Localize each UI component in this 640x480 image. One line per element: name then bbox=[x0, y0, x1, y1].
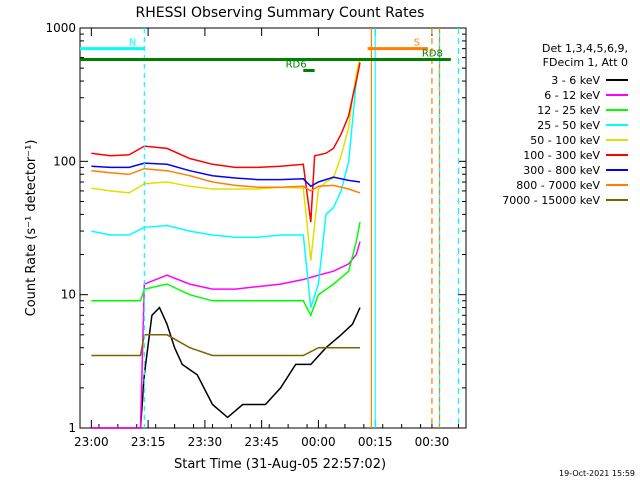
flag-label: S bbox=[414, 38, 420, 49]
series-line bbox=[91, 57, 361, 261]
legend-label: 7000 - 15000 keV bbox=[502, 194, 600, 207]
x-tick-label: 23:45 bbox=[244, 435, 279, 449]
y-tick-label: 10 bbox=[61, 288, 76, 302]
chart-title: RHESSI Observing Summary Count Rates bbox=[136, 5, 425, 21]
y-tick-label: 1 bbox=[68, 421, 76, 435]
legend-label: 300 - 800 keV bbox=[523, 164, 600, 177]
legend-label: 12 - 25 keV bbox=[537, 104, 600, 117]
plot-area: 1 10 100 1000 23:00 23:15 23:30 23:45 00:00 00:15… bbox=[45, 21, 467, 449]
legend-label: 100 - 300 keV bbox=[523, 149, 600, 162]
flag-label: N bbox=[129, 38, 136, 49]
legend-label: 25 - 50 keV bbox=[537, 119, 600, 132]
x-tick-label: 00:00 bbox=[301, 435, 336, 449]
x-tick-label: 00:15 bbox=[358, 435, 393, 449]
x-axis-label: Start Time (31-Aug-05 22:57:02) bbox=[174, 457, 386, 472]
flag-label: RD6 bbox=[286, 60, 307, 71]
x-tick-label: 23:00 bbox=[74, 435, 109, 449]
series-line bbox=[91, 306, 361, 429]
legend-label: 50 - 100 keV bbox=[530, 134, 600, 147]
series-line bbox=[91, 57, 361, 308]
series-line bbox=[91, 241, 361, 429]
x-tick-label: 23:30 bbox=[188, 435, 223, 449]
series-line bbox=[91, 162, 361, 188]
legend-header: Det 1,3,4,5,6,9, bbox=[542, 42, 628, 55]
y-tick-label: 100 bbox=[53, 154, 76, 168]
y-axis-label: Count Rate (s⁻¹ detector⁻¹) bbox=[24, 140, 39, 317]
legend-label: 6 - 12 keV bbox=[544, 89, 600, 102]
y-tick-label: 1000 bbox=[45, 21, 76, 35]
timestamp: 19-Oct-2021 15:59 bbox=[559, 469, 635, 478]
legend-label: 3 - 6 keV bbox=[551, 74, 600, 87]
legend-label: 800 - 7000 keV bbox=[516, 179, 600, 192]
x-tick-label: 00:30 bbox=[415, 435, 450, 449]
legend-header: FDecim 1, Att 0 bbox=[543, 56, 628, 69]
x-tick-label: 23:15 bbox=[131, 435, 166, 449]
series-line bbox=[91, 221, 361, 318]
plot-frame bbox=[79, 27, 467, 429]
flag-label: RD8 bbox=[422, 49, 443, 60]
legend: Det 1,3,4,5,6,9,FDecim 1, Att 0 3 - 6 keV… bbox=[502, 42, 628, 207]
series-line bbox=[91, 334, 360, 357]
series-line bbox=[91, 167, 361, 194]
series-line bbox=[91, 62, 361, 223]
